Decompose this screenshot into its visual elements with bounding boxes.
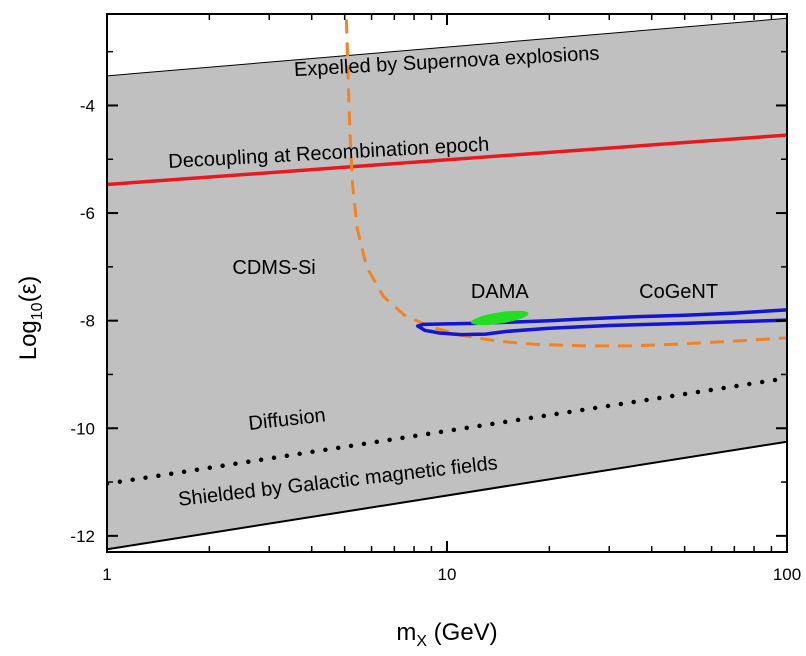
x-axis-title-rest: (GeV) <box>427 619 498 646</box>
x-tick-label: 1 <box>102 565 111 584</box>
annotation-cdms-si: CDMS-Si <box>232 257 315 279</box>
diffusion-line <box>107 375 787 486</box>
cogent-line <box>415 308 787 337</box>
y-tick-label: -8 <box>80 312 95 331</box>
y-axis-title-rest: (ε) <box>15 276 42 303</box>
y-axis-title: Log10(ε) <box>15 276 46 361</box>
y-tick-label: -10 <box>70 419 95 438</box>
y-axis-title-main: Log <box>15 320 42 360</box>
axes: 1 10 100 -12 -10 -8 -6 -4 <box>70 13 801 584</box>
y-tick-label: -4 <box>80 96 95 115</box>
plot-area <box>107 17 787 551</box>
x-axis-title: mX (GeV) <box>396 619 497 650</box>
annotation-cogent: CoGeNT <box>639 281 718 303</box>
dama-region <box>471 310 529 326</box>
y-tick-label: -6 <box>80 204 95 223</box>
allowed-region-fill <box>107 18 787 550</box>
x-tick-label: 100 <box>773 565 801 584</box>
x-axis-title-main: m <box>396 619 416 646</box>
supernova-boundary-line <box>107 17 787 77</box>
annotation-dama: DAMA <box>471 281 529 303</box>
y-axis-title-sub: 10 <box>29 302 46 320</box>
x-axis-title-sub: X <box>416 633 427 650</box>
y-tick-label: -12 <box>70 527 95 546</box>
plot-content <box>107 17 787 551</box>
galactic-boundary-line <box>107 440 787 551</box>
x-tick-label: 10 <box>438 565 457 584</box>
cdms-si-line <box>344 19 787 348</box>
decoupling-at-recombination-epoch-line <box>107 133 787 187</box>
